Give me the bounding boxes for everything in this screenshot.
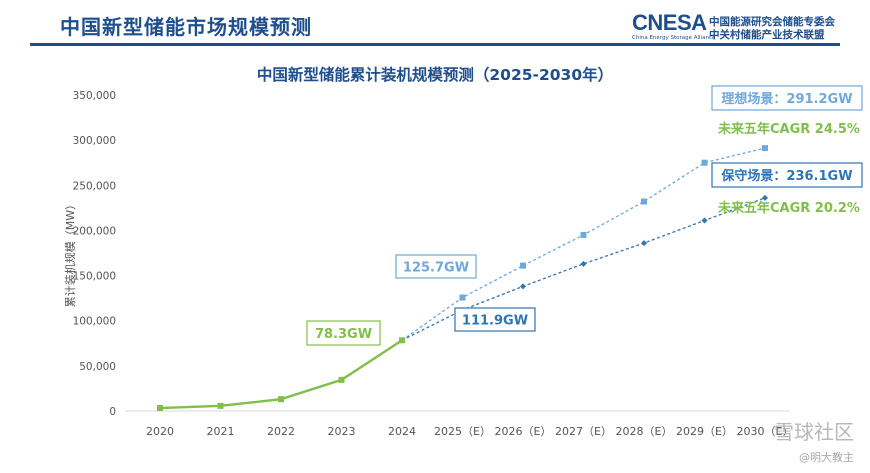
page-header: 中国新型储能市场规模预测 CNESA China Energy Storage … (0, 0, 870, 50)
data-point-ideal (520, 262, 526, 269)
y-tick-label: 300,000 (73, 135, 116, 147)
data-point-historical (399, 337, 405, 344)
x-tick-label: 2024 (388, 425, 416, 438)
data-point-conservative (580, 260, 587, 267)
data-point-ideal (762, 145, 768, 152)
x-tick-label: 2026（E） (495, 425, 552, 438)
y-axis-label: 累计装机规模（MW） (63, 199, 77, 307)
y-tick-label: 0 (109, 406, 116, 418)
label-hist-2024: 78.3GW (315, 327, 372, 342)
logo-wordmark: CNESA (632, 10, 707, 35)
chart-title: 中国新型储能累计装机规模预测（2025-2030年） (257, 65, 613, 84)
x-tick-label: 2022 (267, 425, 295, 438)
label-ideal-2030: 理想场景：291.2GW (721, 91, 852, 107)
y-tick-label: 250,000 (73, 180, 116, 192)
y-tick-label: 200,000 (73, 225, 116, 237)
logo-org-line1: 中国能源研究会储能专委会 (709, 16, 835, 28)
data-point-historical (278, 396, 284, 403)
label-cons-2030: 保守场景：236.1GW (720, 168, 852, 184)
y-tick-label: 350,000 (73, 90, 116, 102)
logo-org-line2: 中关村储能产业技术联盟 (709, 29, 825, 41)
y-tick-label: 100,000 (73, 316, 116, 328)
data-point-historical (157, 405, 163, 412)
data-point-conservative (641, 240, 647, 247)
y-tick-label: 150,000 (73, 271, 116, 283)
data-point-historical (338, 376, 345, 383)
y-tick-label: 50,000 (79, 361, 116, 373)
data-point-ideal (580, 231, 587, 238)
data-point-conservative (520, 283, 526, 290)
data-point-conservative (762, 194, 768, 201)
watermark-main: 雪球社区 (774, 420, 854, 444)
x-tick-label: 2023 (328, 425, 356, 438)
x-tick-label: 2025（E） (434, 425, 491, 438)
label-hist-2024-box (306, 320, 381, 346)
label-ideal-2025-box (395, 254, 477, 279)
label-cons-cagr: 未来五年CAGR 20.2% (717, 200, 860, 216)
data-point-conservative (701, 217, 708, 224)
label-ideal-2030-box (711, 85, 863, 111)
label-cons-2030-box (711, 162, 863, 188)
watermark: 雪球社区 @明大教主 (774, 416, 854, 465)
data-point-ideal (701, 159, 708, 166)
label-cons-2025-box (454, 307, 536, 332)
x-tick-label: 2020 (146, 425, 174, 438)
x-tick-label: 2030（E） (737, 425, 794, 438)
x-tick-label: 2021 (207, 425, 235, 438)
label-ideal-cagr: 未来五年CAGR 24.5% (717, 121, 860, 137)
data-point-historical (217, 402, 224, 409)
header-rule (30, 43, 840, 46)
x-tick-label: 2027（E） (555, 425, 612, 438)
x-tick-label: 2029（E） (676, 425, 733, 438)
watermark-sub: @明大教主 (799, 451, 854, 464)
data-point-ideal (641, 198, 647, 205)
logo-subtitle: China Energy Storage Alliance (632, 35, 716, 41)
cnesa-logo: CNESA China Energy Storage Alliance 中国能源… (632, 10, 857, 42)
label-ideal-2025: 125.7GW (403, 261, 469, 276)
data-point-ideal (459, 294, 466, 301)
label-cons-2025: 111.9GW (462, 314, 528, 329)
x-tick-label: 2028（E） (616, 425, 673, 438)
page-title: 中国新型储能市场规模预测 (60, 15, 312, 39)
